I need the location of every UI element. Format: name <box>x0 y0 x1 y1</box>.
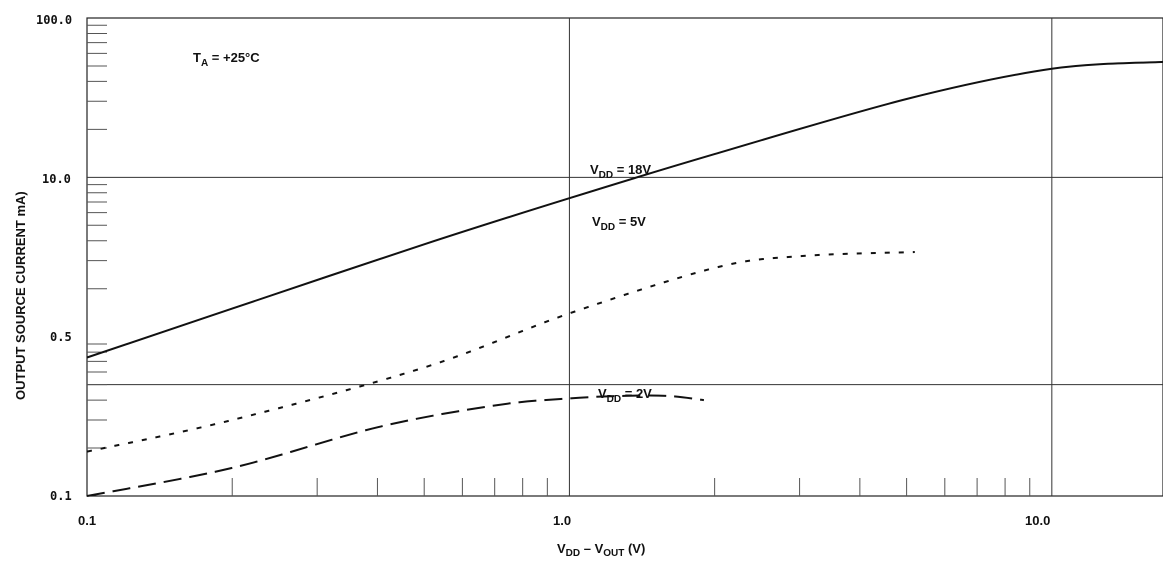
series-label-5v: VDD = 5V <box>592 214 646 233</box>
series-line-1 <box>86 251 915 453</box>
y-tick-label-0.5: 0.5 <box>50 330 72 344</box>
y-axis-label: OUTPUT SOURCE CURRENT mA) <box>13 191 28 400</box>
x-tick-label-10.0: 10.0 <box>1025 513 1050 528</box>
series-label-18v: VDD = 18V <box>590 162 651 181</box>
y-tick-label-100.0: 100.0 <box>36 13 72 27</box>
minor-ticks <box>87 24 1031 496</box>
y-tick-label-10.0: 10.0 <box>42 172 71 186</box>
grid <box>87 18 1163 496</box>
temperature-annotation: TA = +25°C <box>193 50 260 69</box>
x-axis-label: VDD – VOUT (V) <box>557 541 645 559</box>
series <box>86 60 1163 497</box>
plot-frame <box>86 17 1163 497</box>
series-line-0 <box>86 60 1163 359</box>
x-tick-label-0.1: 0.1 <box>78 513 96 528</box>
series-line-2 <box>86 394 705 497</box>
y-tick-label-0.1: 0.1 <box>50 489 72 503</box>
series-label-2v: VDD = 2V <box>598 386 652 405</box>
x-tick-label-1.0: 1.0 <box>553 513 571 528</box>
